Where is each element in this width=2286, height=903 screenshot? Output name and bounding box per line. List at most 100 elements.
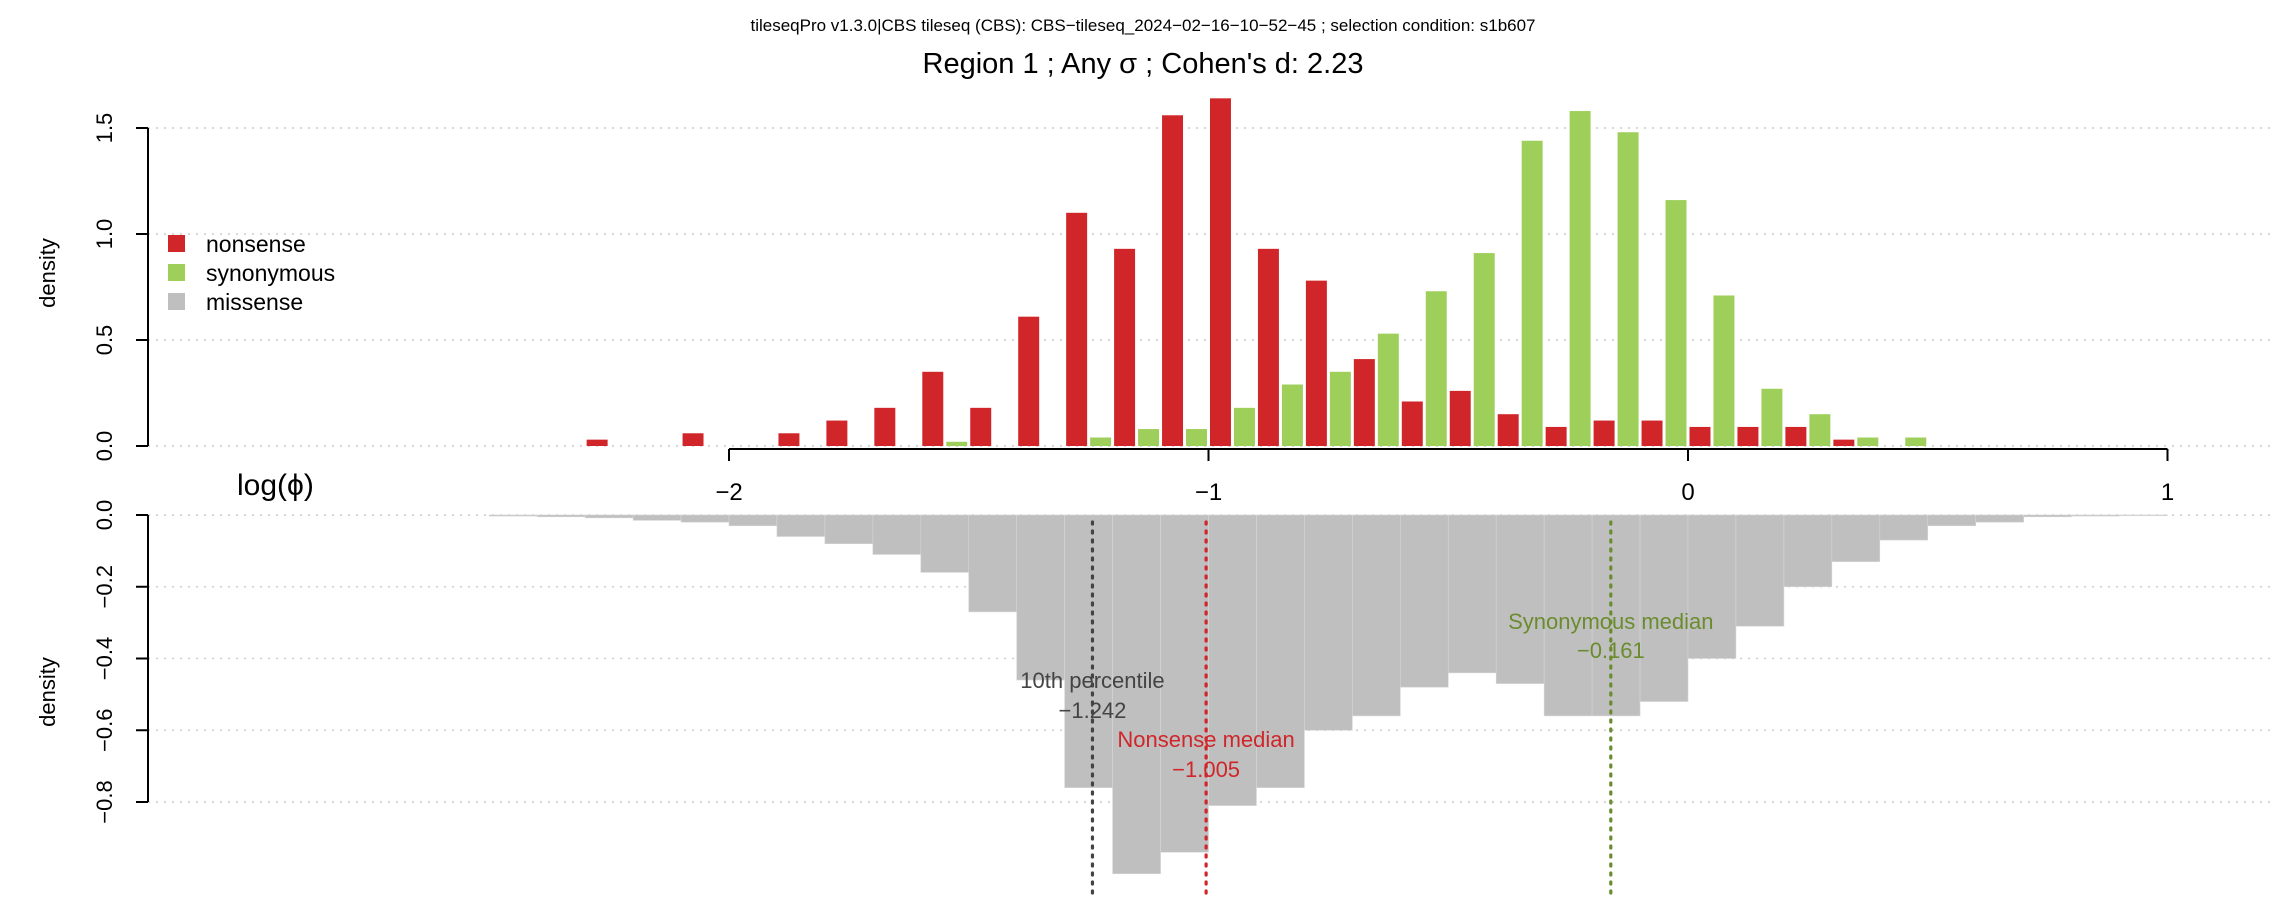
bar-missense	[584, 514, 634, 519]
bar-synonymous	[1761, 388, 1783, 446]
top-panel-bars	[586, 98, 1927, 447]
bar-missense	[1160, 514, 1209, 853]
bar-synonymous	[1905, 437, 1927, 446]
bar-missense	[1064, 514, 1113, 788]
top-y-tick-label: 1.5	[92, 113, 117, 144]
bar-synonymous	[1665, 200, 1687, 446]
x-tick-label: −1	[1195, 479, 1222, 506]
bar-missense	[1495, 514, 1545, 684]
bar-missense	[1016, 514, 1065, 681]
top-panel-grid	[148, 127, 2270, 447]
bar-nonsense	[1018, 316, 1040, 446]
bar-missense	[2071, 514, 2120, 517]
ref-label-percentile10: 10th percentile	[1020, 668, 1164, 693]
top-y-tick-label: 0.5	[92, 325, 117, 356]
legend-label-missense: missense	[206, 289, 303, 315]
bar-nonsense	[1401, 401, 1423, 446]
bar-nonsense	[1257, 248, 1279, 446]
legend-label-synonymous: synonymous	[206, 260, 335, 286]
bottom-panel-bars	[488, 514, 2168, 875]
bar-missense	[728, 514, 778, 527]
bar-missense	[1783, 514, 1833, 588]
bar-synonymous	[1377, 333, 1399, 446]
bar-missense	[1400, 514, 1449, 688]
bar-synonymous	[1521, 140, 1543, 446]
bar-nonsense	[1162, 115, 1184, 446]
bar-missense	[680, 514, 730, 523]
x-tick-label: 1	[2161, 479, 2174, 506]
bar-missense	[1879, 514, 1929, 541]
bar-missense	[1543, 514, 1593, 717]
bar-nonsense	[1785, 426, 1807, 446]
x-tick-label: −2	[715, 479, 742, 506]
bar-nonsense	[970, 407, 992, 446]
bar-synonymous	[1233, 407, 1255, 446]
bar-synonymous	[1281, 384, 1303, 446]
bar-nonsense	[1114, 248, 1136, 446]
ref-value-nonsense-median: −1.005	[1172, 757, 1240, 782]
bar-missense	[1975, 514, 2024, 523]
bar-missense	[920, 514, 970, 573]
bar-nonsense	[1066, 212, 1088, 446]
top-y-tick-label: 1.0	[92, 219, 117, 250]
bar-nonsense	[1210, 98, 1231, 446]
bar-nonsense	[1593, 420, 1615, 446]
bar-nonsense	[1545, 426, 1567, 446]
legend-swatch-synonymous	[168, 264, 185, 281]
bar-synonymous	[1473, 253, 1495, 446]
bar-synonymous	[1617, 132, 1639, 447]
legend-label-nonsense: nonsense	[206, 231, 306, 257]
legend-swatch-missense	[168, 293, 185, 310]
bar-nonsense	[1833, 439, 1855, 446]
top-panel-axes: 0.0 0.5 1.0 1.5 −2 −1 0 1	[92, 113, 2174, 506]
bar-missense	[1256, 514, 1305, 788]
top-y-tick-label: 0.0	[92, 431, 117, 462]
bar-missense	[1687, 514, 1737, 659]
bar-nonsense	[826, 420, 848, 446]
bar-missense	[1831, 514, 1881, 562]
bar-missense	[1447, 514, 1497, 674]
bottom-y-axis-label: density	[35, 657, 60, 727]
bar-nonsense	[778, 433, 800, 446]
bar-synonymous	[946, 441, 968, 446]
bar-synonymous	[1425, 291, 1447, 446]
bottom-panel-axes: 0.0 −0.2 −0.4 −0.6 −0.8	[92, 500, 149, 824]
bar-nonsense	[922, 371, 944, 446]
ref-label-nonsense-median: Nonsense median	[1117, 727, 1294, 752]
bar-nonsense	[586, 439, 608, 446]
bar-synonymous	[1857, 437, 1879, 446]
bar-nonsense	[1497, 414, 1519, 446]
figure-subtitle: tileseqPro v1.3.0|CBS tileseq (CBS): CBS…	[750, 16, 1535, 35]
bar-missense	[776, 514, 826, 537]
bar-missense	[1591, 514, 1641, 717]
bar-nonsense	[1449, 390, 1471, 446]
legend: nonsense synonymous missense	[168, 231, 335, 315]
bar-nonsense	[1353, 359, 1375, 446]
bar-nonsense	[1689, 426, 1711, 446]
bar-nonsense	[682, 433, 704, 446]
bottom-y-tick-label: 0.0	[92, 500, 117, 531]
bar-missense	[824, 514, 874, 545]
bottom-y-tick-label: −0.4	[92, 637, 117, 680]
bar-synonymous	[1713, 295, 1735, 446]
bar-nonsense	[1305, 280, 1327, 446]
top-y-axis-label: density	[35, 238, 60, 308]
bar-missense	[1304, 514, 1353, 731]
ref-value-synonymous-median: −0.161	[1577, 638, 1645, 663]
bar-nonsense	[1737, 426, 1759, 446]
bar-missense	[1639, 514, 1689, 702]
bar-synonymous	[1329, 371, 1351, 446]
figure-title: Region 1 ; Any σ ; Cohen's d: 2.23	[923, 48, 1364, 80]
ref-label-synonymous-median: Synonymous median	[1508, 609, 1713, 634]
legend-swatch-nonsense	[168, 235, 185, 252]
ref-value-percentile10: −1.242	[1059, 698, 1127, 723]
bar-missense	[1735, 514, 1785, 627]
x-tick-label: 0	[1681, 479, 1694, 506]
bar-nonsense	[874, 407, 896, 446]
bar-missense	[1208, 514, 1257, 806]
bar-synonymous	[1090, 437, 1112, 446]
bar-missense	[1352, 514, 1401, 717]
bar-synonymous	[1186, 429, 1207, 446]
bar-missense	[1112, 514, 1161, 875]
